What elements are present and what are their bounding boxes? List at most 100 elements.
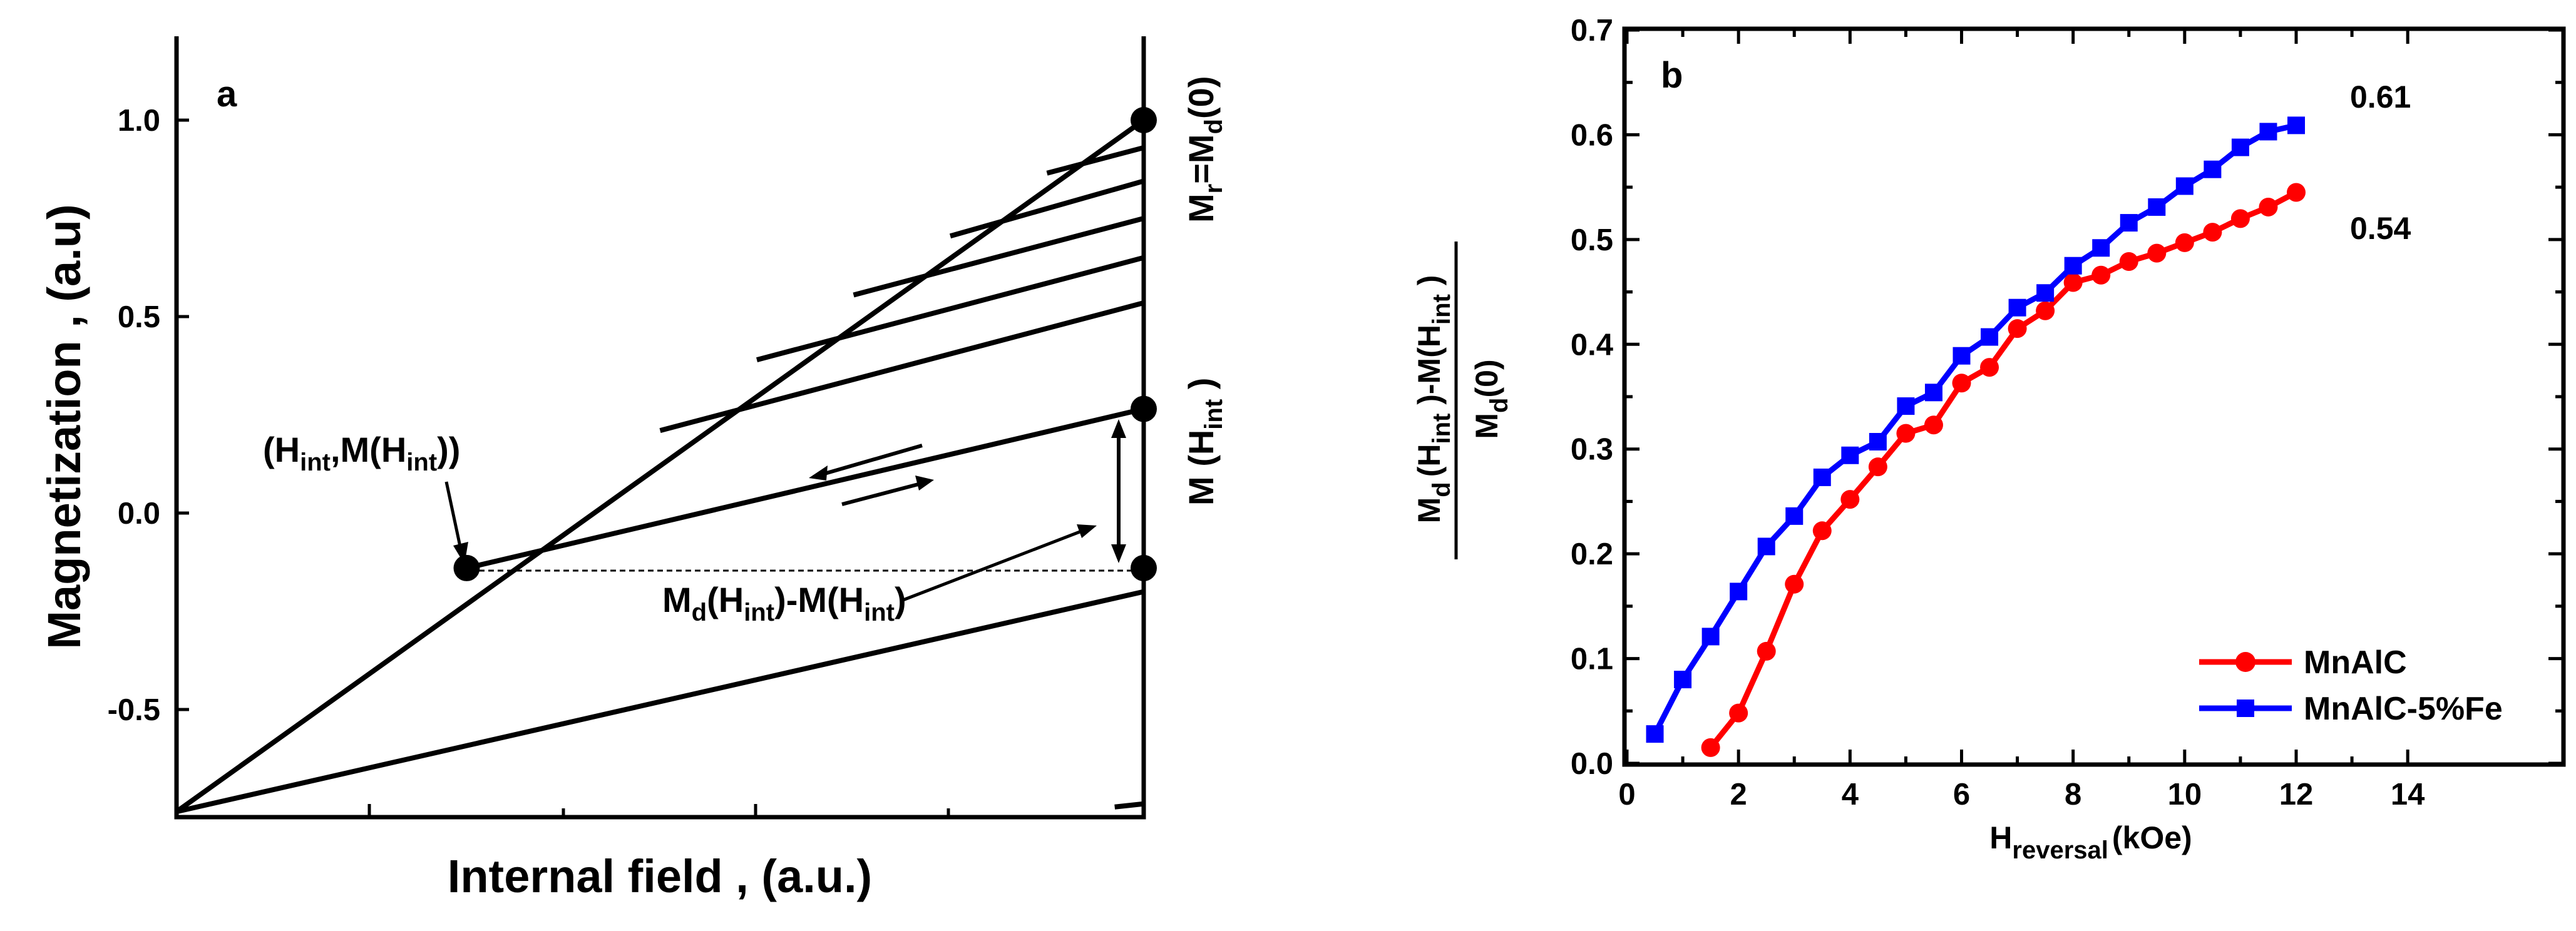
a-pointer-difference <box>901 529 1084 603</box>
b-point <box>2287 116 2305 135</box>
a-ytick-label: -0.5 <box>108 693 160 727</box>
b-point <box>1813 468 1831 486</box>
b-point <box>1785 574 1804 594</box>
a-marker-point <box>453 554 480 581</box>
b-xtick-label: 10 <box>2168 778 2202 811</box>
a-recoil-line <box>1046 145 1145 176</box>
b-y-label-numerator: Md(Hint )-M(Hint ) <box>1412 275 1455 524</box>
b-point <box>2259 123 2277 141</box>
panel-b: 0 2 4 6 8 10 12 14 0.0 0.1 0.2 0.3 0.4 0.5 0.6 0.7 b 0… <box>1412 14 2566 864</box>
a-branch-stub <box>1114 801 1144 810</box>
b-point <box>1757 641 1776 661</box>
a-ytick-label: 0.5 <box>118 300 160 334</box>
b-y-axis-label: Md(Hint )-M(Hint ) Md(0) <box>1412 242 1513 559</box>
b-point <box>2175 177 2194 195</box>
b-point <box>2148 198 2166 216</box>
a-pointer-head <box>1077 524 1097 538</box>
a-recoil-line <box>853 216 1145 298</box>
b-ytick-label: 0.3 <box>1571 433 1613 467</box>
a-x-axis-label: Internal field , (a.u.) <box>448 850 872 902</box>
a-recoil-point-label: (Hint,M(Hint)) <box>263 430 460 476</box>
a-arrow-left <box>813 444 923 479</box>
b-point <box>1924 415 1943 435</box>
b-ytick-label: 0.1 <box>1571 643 1613 676</box>
b-point <box>1674 671 1692 689</box>
a-lower-branch <box>176 589 1144 815</box>
a-marker-point <box>1131 395 1157 422</box>
b-point <box>2231 138 2249 156</box>
a-marker-point <box>1131 554 1157 581</box>
b-xtick-label: 2 <box>1730 778 1747 811</box>
b-point <box>1953 347 1971 365</box>
b-point <box>1812 521 1832 541</box>
b-point <box>2091 265 2111 285</box>
panel-a: 1.0 0.5 0.0 -0.5 a (Hint,M(Hint)) Md(Hint)-… <box>38 36 1228 902</box>
a-recoil-line <box>466 406 1144 571</box>
b-point <box>2287 183 2306 202</box>
b-point <box>1840 490 1860 509</box>
b-point <box>1730 583 1748 601</box>
a-ytick-label: 1.0 <box>118 104 160 138</box>
legend-label: MnAlC-5%Fe <box>2304 691 2503 727</box>
b-x-axis-label: Hreversal (kOe) <box>1989 820 2192 864</box>
b-point <box>1952 374 1971 393</box>
b-point <box>2204 160 2222 178</box>
b-point <box>2147 243 2167 263</box>
a-recoil-line <box>659 300 1145 433</box>
b-ytick-label: 0.0 <box>1571 747 1613 781</box>
panel-a-label: a <box>217 74 237 114</box>
b-point <box>2092 239 2110 257</box>
a-difference-label: Md(Hint)-M(Hint) <box>662 580 906 626</box>
b-point <box>2008 319 2027 338</box>
b-ytick-label: 0.7 <box>1571 14 1613 48</box>
b-series-line <box>1708 190 2298 750</box>
a-marker-point <box>1131 107 1157 133</box>
b-point <box>1701 738 1720 757</box>
a-arrowhead-up <box>1111 419 1126 438</box>
b-ytick-label: 0.6 <box>1571 118 1613 152</box>
b-point <box>2119 252 2138 272</box>
b-xtick-label: 4 <box>1842 778 1859 811</box>
b-point <box>2063 273 2083 292</box>
panel-a-axes <box>174 36 1146 820</box>
b-point <box>1897 397 1915 415</box>
b-point <box>1869 432 1887 450</box>
b-series-line <box>1652 123 2297 736</box>
panel-b-label: b <box>1661 55 1683 96</box>
b-point <box>1868 457 1887 477</box>
a-recoil-line <box>756 255 1145 362</box>
b-ytick-label: 0.5 <box>1571 223 1613 257</box>
b-point <box>2120 214 2138 232</box>
b-point <box>1981 328 1999 346</box>
b-xtick-label: 8 <box>2065 778 2081 811</box>
b-point <box>1701 628 1720 646</box>
b-end-label-mnalc: 0.54 <box>2350 211 2411 246</box>
b-point <box>1980 358 1999 377</box>
a-mr-label: Mr=Md(0) <box>1181 76 1228 223</box>
b-end-label-fe: 0.61 <box>2350 79 2411 114</box>
b-point <box>1729 703 1748 723</box>
a-arrow-right <box>841 480 928 506</box>
legend-marker <box>2237 700 2254 717</box>
b-xtick-label: 0 <box>1618 778 1635 811</box>
a-pointer-head <box>453 542 468 564</box>
b-point <box>1785 507 1804 525</box>
b-point <box>1924 384 1942 402</box>
b-point <box>2036 284 2055 302</box>
b-y-label-denominator: Md(0) <box>1469 359 1513 439</box>
a-major-loop <box>175 118 1146 814</box>
b-point <box>1896 424 1916 443</box>
b-ytick-label: 0.2 <box>1571 537 1613 571</box>
a-pointer-recoil-point <box>444 481 463 550</box>
legend-label: MnAlC <box>2304 644 2407 681</box>
a-recoil-line <box>949 178 1145 239</box>
a-ytick-label: 0.0 <box>118 497 160 531</box>
b-point <box>1757 537 1775 556</box>
b-point <box>2203 223 2222 242</box>
b-xtick-label: 14 <box>2391 778 2425 811</box>
a-arrowhead-down <box>1111 544 1126 563</box>
legend: MnAlC MnAlC-5%Fe <box>2199 644 2503 727</box>
b-point <box>1841 446 1859 464</box>
b-point <box>2036 301 2055 320</box>
